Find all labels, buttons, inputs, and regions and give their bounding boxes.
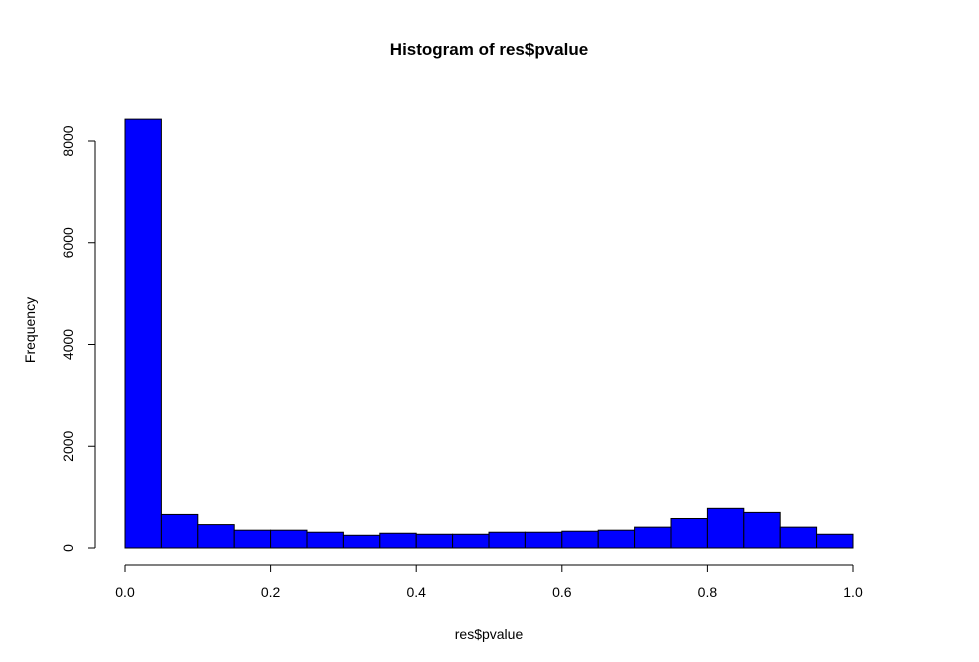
chart-title: Histogram of res$pvalue xyxy=(390,40,588,59)
x-tick-label: 0.2 xyxy=(261,584,281,600)
histogram-bar-6 xyxy=(342,534,381,549)
histogram-bar-5 xyxy=(306,531,344,549)
x-tick-label: 0.6 xyxy=(552,584,572,600)
histogram-bar-8 xyxy=(415,533,454,549)
histogram-bar-1 xyxy=(160,513,199,549)
histogram-bar-11 xyxy=(524,531,563,549)
x-tick-label: 1.0 xyxy=(843,584,863,600)
x-tick-label: 0.8 xyxy=(698,584,718,600)
histogram-bar-3 xyxy=(233,529,272,549)
x-axis: 0.0 0.2 0.4 0.6 0.8 1.0 xyxy=(115,564,863,600)
histogram-bar-19 xyxy=(816,533,854,549)
histogram-bar-9 xyxy=(452,533,490,549)
histogram-bar-2 xyxy=(197,524,235,549)
y-axis-label: Frequency xyxy=(22,297,38,363)
x-tick-label: 0.4 xyxy=(406,584,426,600)
histogram-bar-15 xyxy=(670,517,708,549)
histogram-bar-7 xyxy=(379,532,417,549)
x-axis-label: res$pvalue xyxy=(455,626,524,642)
histogram-bar-0 xyxy=(124,118,162,549)
histogram-bar-14 xyxy=(634,526,672,549)
histogram-bar-10 xyxy=(488,531,526,549)
y-tick-label: 2000 xyxy=(60,430,76,461)
histogram-bar-4 xyxy=(270,529,308,549)
y-tick-label: 0 xyxy=(60,544,76,552)
y-tick-label: 8000 xyxy=(60,125,76,156)
y-axis: 0 2000 4000 6000 8000 xyxy=(60,125,96,552)
histogram-bar-18 xyxy=(779,526,818,549)
histogram-bar-16 xyxy=(706,507,745,549)
x-tick-label: 0.0 xyxy=(115,584,135,600)
histogram-bar-17 xyxy=(743,511,781,549)
histogram-bar-13 xyxy=(597,529,636,549)
histogram-bar-12 xyxy=(561,530,599,549)
y-tick-label: 6000 xyxy=(60,227,76,258)
bars-group xyxy=(124,118,854,549)
y-tick-label: 4000 xyxy=(60,329,76,360)
